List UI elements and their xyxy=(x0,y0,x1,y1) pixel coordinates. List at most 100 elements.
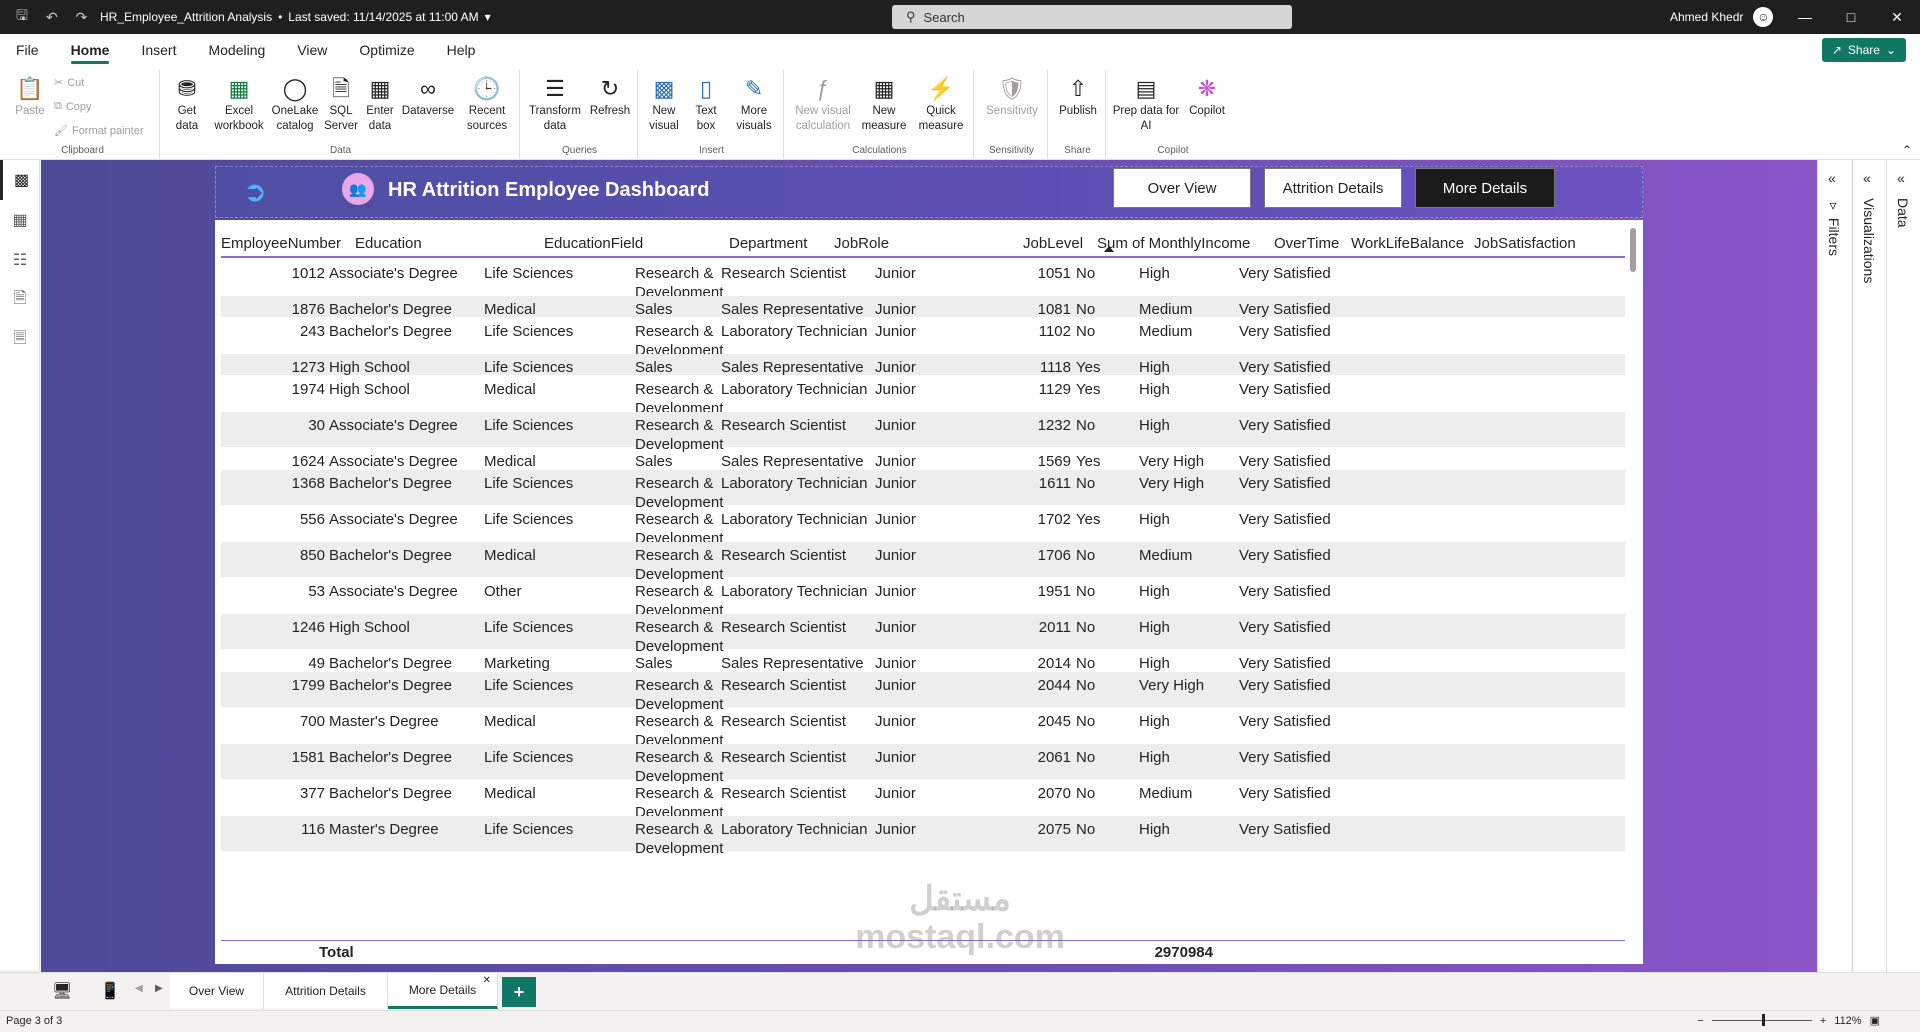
page-tab-attrition-details[interactable]: Attrition Details xyxy=(264,973,388,1009)
copilot-button[interactable]: ❋ Copilot xyxy=(1189,75,1225,117)
data-pane-collapsed[interactable]: « Data xyxy=(1886,160,1920,972)
close-icon[interactable]: ✕ xyxy=(1891,8,1903,25)
column-header-joblevel[interactable]: JobLevel xyxy=(1023,234,1084,252)
table-scrollbar[interactable] xyxy=(1630,228,1636,272)
collapse-ribbon-icon[interactable]: ⌃ xyxy=(1901,143,1912,157)
table-row[interactable]: 1246 High School Life Sciences Research & D… xyxy=(221,614,1625,655)
tmdl-view-icon[interactable]: 🗏 xyxy=(13,329,27,347)
table-row[interactable]: 116 Master's Degree Life Sciences Research … xyxy=(221,816,1625,857)
desktop-layout-icon[interactable]: 🖥 xyxy=(52,983,73,1000)
filters-pane-collapsed[interactable]: « ▿ Filters xyxy=(1817,160,1851,972)
table-row[interactable]: 700 Master's Degree Medical Research & Deve… xyxy=(221,708,1625,749)
column-header-worklifebalance[interactable]: WorkLifeBalance xyxy=(1351,234,1465,252)
nav-button-attrition-details[interactable]: Attrition Details xyxy=(1264,168,1402,208)
table-row[interactable]: 1876 Bachelor's Degree Medical Sales Sales R… xyxy=(221,296,1625,318)
new-measure-button[interactable]: ▦ New measure xyxy=(861,75,907,132)
table-row[interactable]: 53 Associate's Degree Other Research & Deve… xyxy=(221,578,1625,619)
minimize-icon[interactable]: — xyxy=(1798,9,1812,25)
undo-icon[interactable]: ↶ xyxy=(45,8,58,25)
dax-query-view-icon[interactable]: 🗎 xyxy=(13,289,27,307)
search-input[interactable]: ⚲ Search xyxy=(892,5,1292,29)
refresh-button[interactable]: ↻ Refresh xyxy=(589,75,631,117)
column-header-jobrole[interactable]: JobRole xyxy=(834,234,890,252)
sensitivity-button[interactable]: 🛡 Sensitivity xyxy=(986,75,1038,117)
transform-data-button[interactable]: ☰ Transform data xyxy=(529,75,581,132)
menu-tab-home[interactable]: Home xyxy=(55,34,126,66)
report-view-icon[interactable]: ▩ xyxy=(0,160,40,200)
format-painter-button[interactable]: 🖌 Format painter xyxy=(54,124,144,138)
table-row[interactable]: 30 Associate's Degree Life Sciences Researc… xyxy=(221,412,1625,453)
fit-to-page-icon[interactable]: ▣ xyxy=(1869,1015,1880,1027)
visualizations-pane-collapsed[interactable]: « Visualizations xyxy=(1852,160,1886,972)
menu-tab-optimize[interactable]: Optimize xyxy=(359,42,415,58)
get-data-button[interactable]: ⛃ Get data xyxy=(166,74,208,134)
avatar[interactable]: ☺ xyxy=(1753,7,1774,27)
document-title[interactable]: HR_Employee_Attrition Analysis • Last sa… xyxy=(100,10,491,24)
zoom-out-icon[interactable]: − xyxy=(1697,1014,1704,1027)
zoom-slider-thumb[interactable] xyxy=(1761,1014,1765,1026)
table-view-icon[interactable]: ▦ xyxy=(12,212,28,229)
enter-data-button[interactable]: ▦ Enter data xyxy=(366,75,394,132)
table-row[interactable]: 243 Bachelor's Degree Life Sciences Researc… xyxy=(221,318,1625,359)
column-header-employeenumber[interactable]: EmployeeNumber xyxy=(221,234,342,252)
onelake-catalog-button[interactable]: ◯ OneLake catalog xyxy=(271,75,319,132)
nav-button-more-details[interactable]: More Details xyxy=(1415,168,1555,208)
nav-button-over-view[interactable]: Over View xyxy=(1113,168,1251,208)
expand-data-icon[interactable]: « xyxy=(1897,170,1905,186)
add-page-button[interactable]: + xyxy=(502,977,536,1007)
menu-tab-modeling[interactable]: Modeling xyxy=(208,42,266,58)
table-row[interactable]: 1012 Associate's Degree Life Sciences Resea… xyxy=(221,260,1625,301)
table-row[interactable]: 850 Bachelor's Degree Medical Research & De… xyxy=(221,542,1625,583)
table-row[interactable]: 1581 Bachelor's Degree Life Sciences Resear… xyxy=(221,744,1625,785)
save-icon[interactable]: 🖫 xyxy=(16,7,28,23)
expand-visualizations-icon[interactable]: « xyxy=(1863,170,1871,186)
sql-server-button[interactable]: 🗎 SQL Server xyxy=(324,75,358,132)
new-visual-button[interactable]: ▩ New visual xyxy=(649,75,679,132)
column-header-monthlyincome[interactable]: Sum of MonthlyIncome xyxy=(1097,234,1251,252)
menu-tab-insert[interactable]: Insert xyxy=(141,42,177,58)
menu-tab-file[interactable]: File xyxy=(16,42,39,58)
paste-button[interactable]: 📋 Paste xyxy=(15,75,45,117)
table-row[interactable]: 1368 Bachelor's Degree Life Sciences Resear… xyxy=(221,470,1625,511)
excel-workbook-button[interactable]: ▦ Excel workbook xyxy=(214,75,264,132)
zoom-slider[interactable] xyxy=(1711,1014,1812,1026)
column-header-department[interactable]: Department xyxy=(729,234,808,252)
user-account[interactable]: Ahmed Khedr ☺ xyxy=(1670,0,1774,34)
maximize-icon[interactable]: □ xyxy=(1846,9,1856,25)
table-row[interactable]: 556 Associate's Degree Life Sciences Resear… xyxy=(221,506,1625,547)
new-visual-calculation-button[interactable]: ƒ New visual calculation xyxy=(795,75,851,132)
zoom-in-icon[interactable]: + xyxy=(1819,1014,1827,1027)
menu-tab-view[interactable]: View xyxy=(297,42,328,58)
menu-tab-help[interactable]: Help xyxy=(446,42,476,58)
copy-button[interactable]: ⧉ Copy xyxy=(54,100,92,113)
column-header-jobsatisfaction[interactable]: JobSatisfaction xyxy=(1474,234,1576,252)
expand-filters-icon[interactable]: « xyxy=(1828,170,1836,186)
text-box-button[interactable]: ▯ Text box xyxy=(686,74,726,134)
close-page-icon[interactable]: ✕ xyxy=(482,975,491,986)
publish-button[interactable]: ⇧ Publish xyxy=(1059,75,1097,117)
table-row[interactable]: 377 Bachelor's Degree Medical Research & De… xyxy=(221,780,1625,821)
table-row[interactable]: 1799 Bachelor's Degree Life Sciences Resear… xyxy=(221,672,1625,713)
page-tab-more-details[interactable]: More Details ✕ xyxy=(388,973,498,1009)
cut-button[interactable]: ✂ Cut xyxy=(54,76,85,90)
page-tab-over-view[interactable]: Over View xyxy=(170,973,264,1009)
column-header-overtime[interactable]: OverTime xyxy=(1274,234,1340,252)
model-view-icon[interactable]: ☷ xyxy=(12,252,28,269)
table-row[interactable]: 49 Bachelor's Degree Marketing Sales Sales R… xyxy=(221,650,1625,672)
column-header-educationfield[interactable]: EducationField xyxy=(544,234,644,252)
redo-icon[interactable]: ↷ xyxy=(75,8,88,25)
share-button[interactable]: ↗ Share ⌄ xyxy=(1821,38,1906,62)
next-page-icon[interactable]: ▶ xyxy=(155,983,163,994)
mobile-layout-icon[interactable]: 📱 xyxy=(100,983,120,1000)
chevron-down-icon[interactable]: ▾ xyxy=(484,10,491,24)
column-header-education[interactable]: Education xyxy=(355,234,422,252)
prev-page-icon[interactable]: ◀ xyxy=(135,983,143,994)
prep-data-ai-button[interactable]: ▤ Prep data for AI xyxy=(1112,75,1180,132)
table-row[interactable]: 1974 High School Medical Research & Develop… xyxy=(221,376,1625,417)
recent-sources-button[interactable]: 🕒 Recent sources xyxy=(466,75,508,132)
table-row[interactable]: 1624 Associate's Degree Medical Sales Sales … xyxy=(221,448,1625,470)
quick-measure-button[interactable]: ⚡ Quick measure xyxy=(918,75,964,132)
table-row[interactable]: 1273 High School Life Sciences Sales Sales R… xyxy=(221,354,1625,376)
dataverse-button[interactable]: ∞ Dataverse xyxy=(401,75,455,117)
more-visuals-button[interactable]: ✎ More visuals xyxy=(736,75,772,132)
